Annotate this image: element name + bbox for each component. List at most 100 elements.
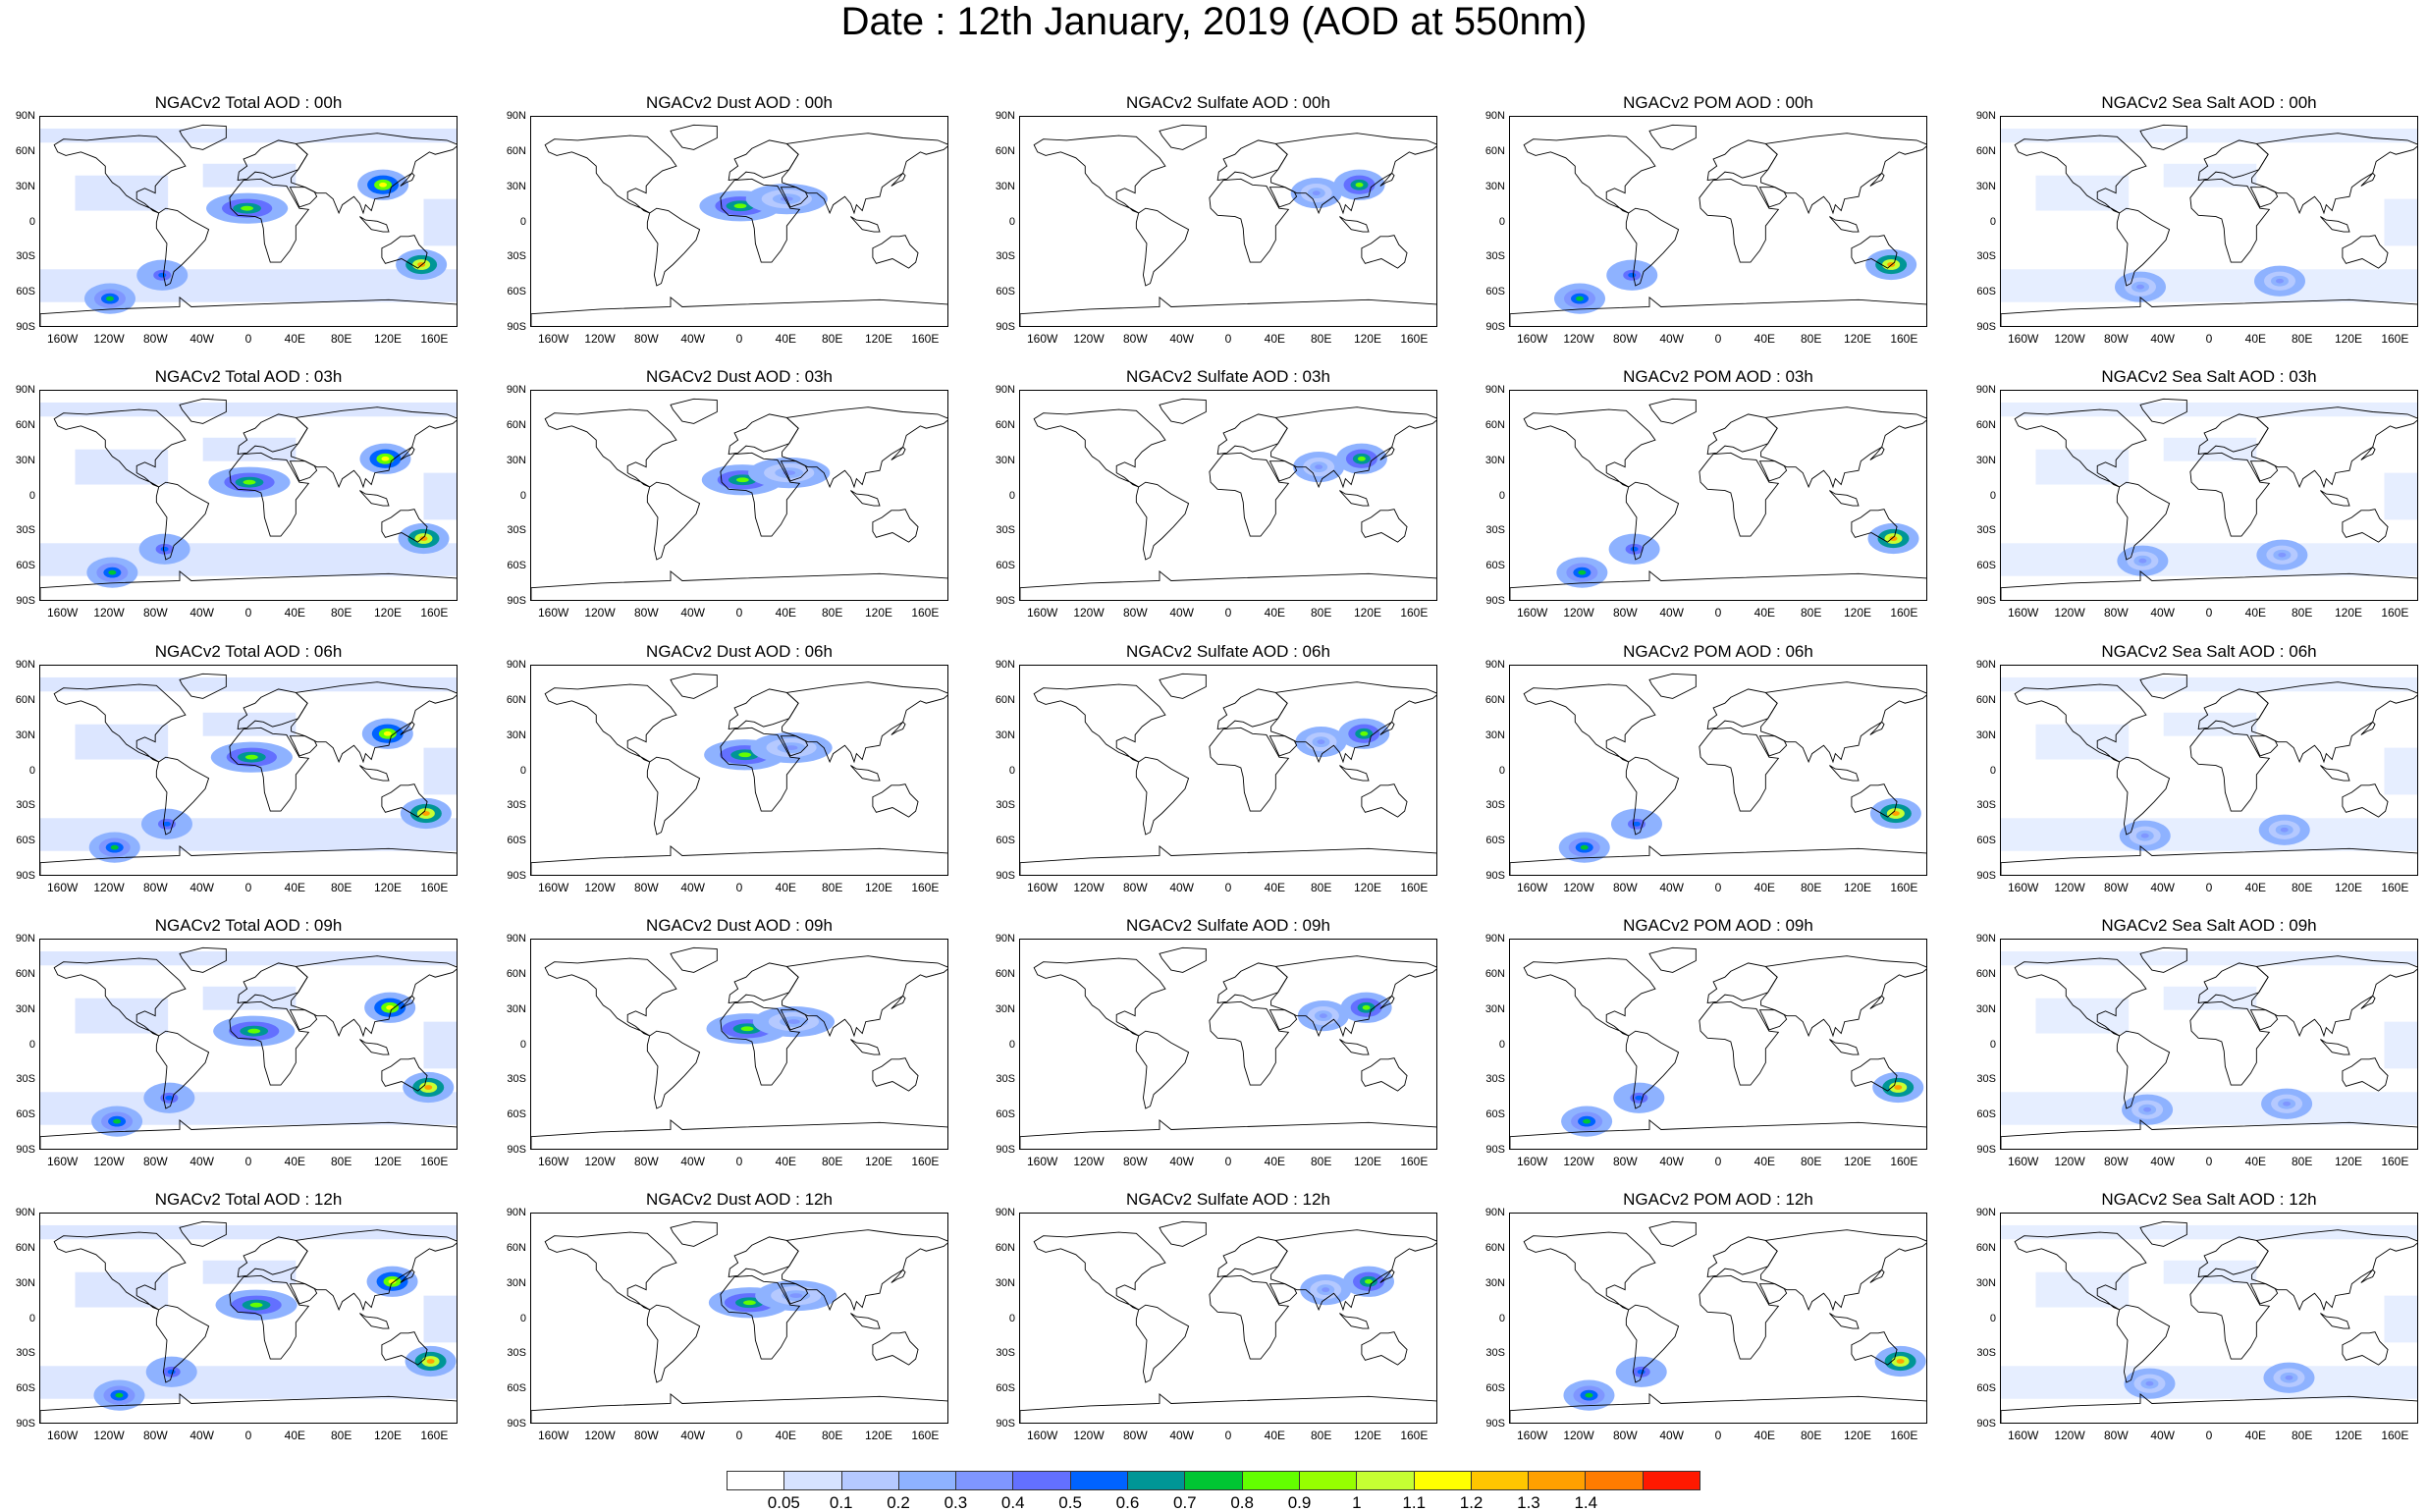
lat-tick-label: 30N [1484, 454, 1505, 466]
map-panel-total-06h: NGACv2 Total AOD : 06h 90N 60N 30N 0 30S 60S 90… [0, 642, 467, 907]
lon-tick-label: 80E [821, 332, 843, 346]
lat-tick-label: 30S [1485, 799, 1505, 812]
lat-tick-label: 60N [1484, 144, 1505, 157]
lat-tick-label: 30N [1975, 180, 1996, 192]
lat-tick-label: 90N [15, 110, 35, 122]
aod-hotspot [1315, 464, 1323, 470]
aerosol-band [2035, 724, 2130, 760]
lat-tick-label: 30S [507, 1073, 526, 1086]
aerosol-band [2001, 402, 2417, 417]
lon-tick-label: 120E [1353, 606, 1382, 620]
panel-title: NGACv2 Total AOD : 00h [154, 93, 343, 112]
lon-tick-label: 160W [537, 332, 569, 346]
lat-tick-label: 30N [506, 454, 526, 466]
coastline-australia [872, 1057, 919, 1092]
lon-tick-label: 160W [1516, 332, 1548, 346]
aod-hotspot [789, 1293, 803, 1299]
lon-tick-label: 120E [864, 606, 893, 620]
coastline-samerica [2116, 756, 2171, 836]
aerosol-band [202, 437, 297, 461]
aod-hotspot [383, 730, 392, 736]
lat-tick-label: 60N [995, 144, 1015, 157]
lon-tick-label: 80E [1310, 332, 1332, 346]
lat-tick-label: 30S [1976, 1347, 1996, 1360]
lat-tick-label: 0 [1498, 215, 1505, 228]
coastline-greenland [1159, 398, 1207, 424]
aerosol-band [202, 986, 297, 1010]
aerosol-band [75, 724, 169, 760]
coastline-europe [1706, 688, 1778, 730]
coastline-namerica [544, 683, 677, 763]
lon-tick-label: 80W [142, 881, 168, 894]
lat-tick-label: 0 [28, 764, 35, 777]
lon-tick-label: 40E [284, 606, 305, 620]
panel-title: NGACv2 Total AOD : 03h [154, 367, 343, 386]
coastline-asia [782, 681, 947, 764]
aod-hotspot [1576, 296, 1584, 301]
lat-tick-label: 90S [1485, 321, 1505, 333]
coastline-asia [1270, 133, 1436, 215]
aod-hotspot [1894, 1085, 1903, 1090]
map-panel-seasalt-06h: NGACv2 Sea Salt AOD : 06h 90N 60N 30N 0 30S 60… [1961, 642, 2428, 907]
lon-tick-label: 80W [142, 1429, 168, 1442]
lat-tick-label: 30N [995, 180, 1015, 192]
coastline-antarctica [1510, 1393, 1926, 1423]
coastline-japan [890, 446, 906, 460]
coastline-arabia [1758, 735, 1788, 757]
lat-tick-label: 90N [1484, 933, 1505, 945]
panel-title: NGACv2 Sulfate AOD : 00h [1126, 93, 1330, 112]
coastline-samerica [155, 207, 210, 287]
lon-tick-label: 40W [2150, 332, 2175, 346]
coastline-europe [1706, 962, 1778, 1004]
coastline-asia [1760, 955, 1926, 1038]
coastline-namerica [2014, 683, 2147, 763]
coastline-australia [2342, 783, 2389, 818]
lon-tick-label: 40E [1264, 1155, 1285, 1168]
coastline-asia [1760, 406, 1926, 489]
lon-tick-label: 40W [680, 881, 705, 894]
lat-tick-label: 30S [16, 1073, 35, 1086]
lon-tick-label: 40E [775, 1155, 796, 1168]
coastline-australia [2342, 1331, 2389, 1366]
aod-hotspot [1322, 1287, 1330, 1293]
aerosol-band [2001, 128, 2417, 143]
aerosol-band [2001, 1092, 2417, 1125]
lon-tick-label: 160E [420, 1155, 449, 1168]
coastline-samerica [2116, 1030, 2171, 1109]
coastline-greenland [1159, 124, 1207, 150]
coastline-arabia [289, 460, 318, 482]
lon-tick-label: 80E [330, 1155, 352, 1168]
lon-tick-label: 160E [1890, 332, 1918, 346]
lon-tick-label: 160W [2007, 881, 2039, 894]
aod-hotspot [110, 844, 119, 850]
aerosol-band [2001, 1224, 2417, 1240]
lon-tick-label: 0 [244, 1155, 252, 1168]
coastline-greenland [179, 946, 227, 973]
lat-tick-label: 30N [506, 729, 526, 741]
lon-tick-label: 40W [189, 332, 214, 346]
coastline-europe [1216, 139, 1288, 182]
aerosol-band [40, 1224, 457, 1240]
world-map [39, 1213, 458, 1424]
lat-tick-label: 90S [1485, 1418, 1505, 1430]
lon-tick-label: 160W [46, 1155, 79, 1168]
coastline-indonesia [1829, 490, 1860, 507]
coastline-japan [1379, 172, 1395, 187]
coastline-namerica [53, 408, 187, 488]
lon-tick-label: 80E [1800, 881, 1822, 894]
lat-tick-label: 0 [1989, 215, 1996, 228]
lon-tick-label: 120W [1073, 1155, 1105, 1168]
aod-hotspot [421, 811, 430, 816]
world-map [1019, 390, 1437, 601]
lat-tick-label: 90N [1484, 384, 1505, 396]
coastline-japan [890, 1269, 906, 1283]
coastline-australia [381, 235, 428, 269]
lat-tick-label: 60N [15, 693, 35, 706]
lat-tick-label: 90N [1484, 1207, 1505, 1218]
lon-tick-label: 160E [1890, 606, 1918, 620]
aerosol-band [2001, 543, 2417, 576]
lon-tick-label: 0 [1224, 606, 1232, 620]
world-map [530, 939, 948, 1150]
coastline-australia [872, 235, 919, 269]
aod-hotspot [426, 1359, 435, 1364]
